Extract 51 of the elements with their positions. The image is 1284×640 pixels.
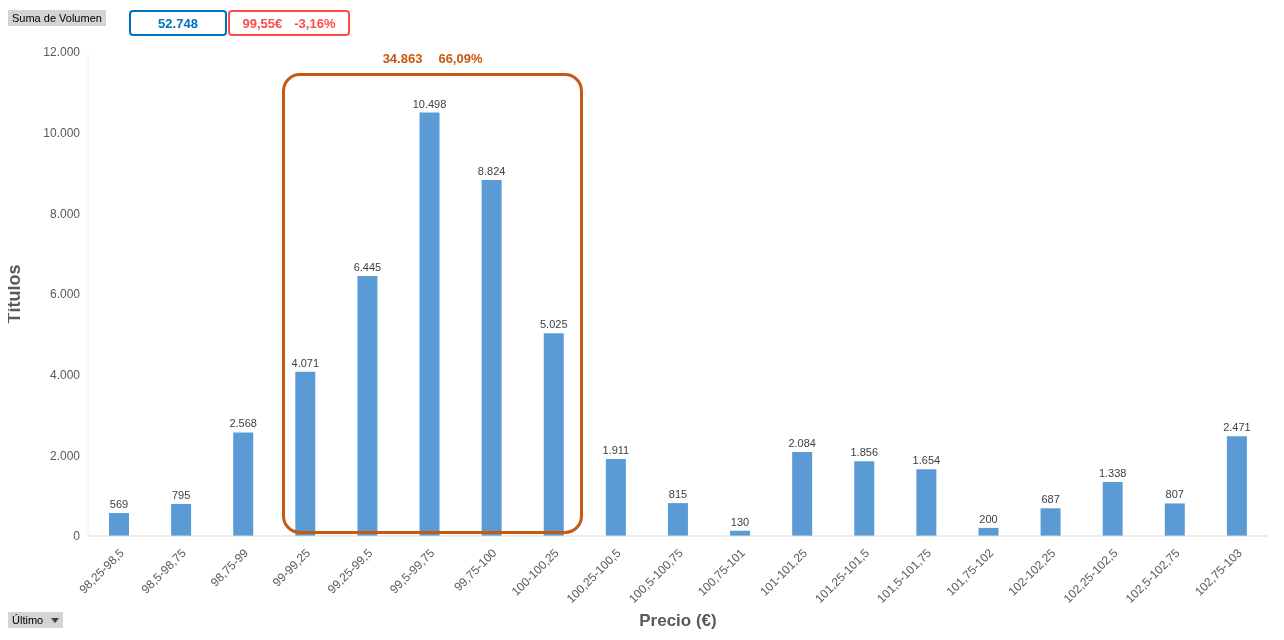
bar [233, 432, 254, 536]
data-label: 4.071 [291, 356, 320, 369]
bar [419, 112, 440, 536]
y-tick-label: 0 [73, 529, 81, 544]
bar [1102, 482, 1123, 536]
y-tick-label: 8.000 [49, 206, 81, 221]
value-box: 52.748 [129, 10, 227, 36]
bar [481, 180, 502, 536]
y-tick-label: 12.000 [43, 45, 81, 60]
y-tick-label: 4.000 [49, 367, 81, 382]
data-label: 569 [109, 498, 129, 511]
data-label: 807 [1165, 488, 1184, 501]
bar [543, 333, 564, 536]
field-button: Suma de Volumen [8, 10, 106, 26]
data-label: 10.498 [412, 97, 447, 110]
data-label: 1.911 [602, 443, 630, 456]
field-button: Último [8, 612, 64, 628]
data-label: 1.654 [912, 454, 941, 467]
bar [171, 503, 192, 536]
data-label: 5.025 [539, 318, 568, 331]
data-label: 1.856 [850, 446, 879, 459]
bar [605, 458, 626, 536]
bar [1226, 436, 1247, 536]
bar [792, 451, 813, 536]
annotation: 66,09% [438, 51, 483, 66]
bar [109, 513, 129, 536]
y-tick-label: 6.000 [49, 287, 81, 302]
bar [295, 371, 316, 536]
data-label: 130 [730, 515, 750, 528]
data-label: 200 [979, 512, 998, 525]
data-label: 687 [1041, 493, 1060, 506]
data-label: 1.338 [1098, 467, 1127, 480]
bar [667, 503, 688, 536]
bar [916, 469, 937, 536]
data-label: 2.471 [1223, 421, 1251, 434]
annotation: 34.863 [382, 51, 423, 66]
data-label: 6.445 [353, 261, 382, 274]
y-tick-label: 2.000 [49, 448, 81, 463]
bar [854, 461, 875, 536]
data-label: 2.568 [229, 417, 257, 430]
value-box: 99,55€ -3,16% [228, 10, 350, 36]
data-label: 8.824 [477, 165, 506, 178]
y-tick-label: 10.000 [43, 125, 81, 140]
data-label: 2.084 [788, 436, 816, 449]
bar [357, 276, 378, 536]
y-axis-title: Títulos [4, 264, 25, 324]
bar [1040, 508, 1061, 536]
data-label: 795 [171, 488, 191, 501]
x-axis-title: Precio (€) [639, 611, 717, 630]
data-label: 815 [668, 488, 688, 501]
bar [1164, 503, 1185, 536]
